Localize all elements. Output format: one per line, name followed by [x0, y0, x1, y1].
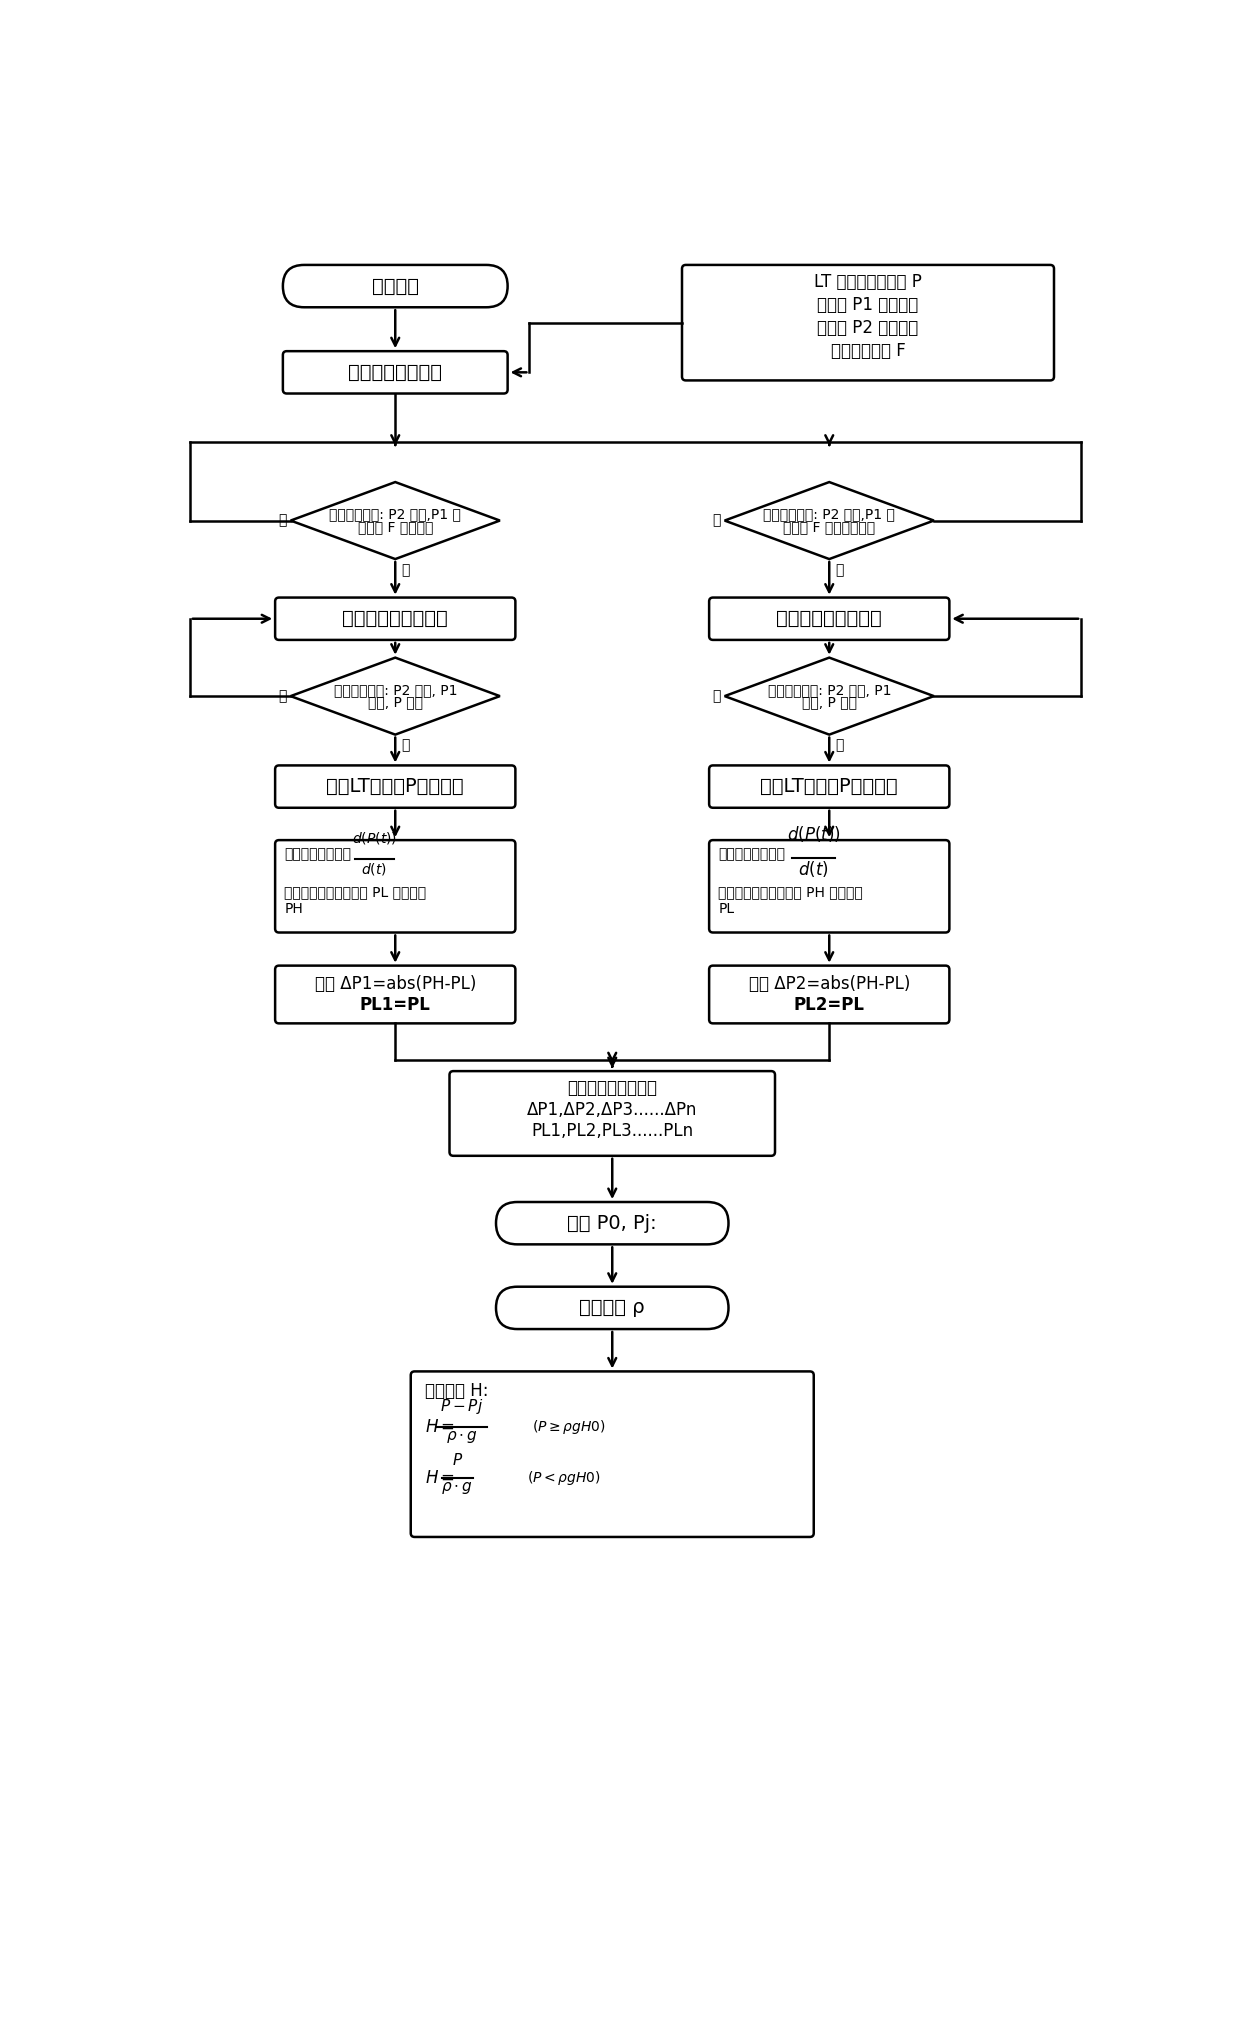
FancyBboxPatch shape: [709, 765, 950, 807]
Text: 捕捉压力跳动过程: 捕捉压力跳动过程: [284, 848, 351, 862]
FancyBboxPatch shape: [682, 266, 1054, 381]
Text: 记录LT测量值P变化曲线: 记录LT测量值P变化曲线: [760, 777, 898, 797]
Text: 储槽液位上升段测试: 储槽液位上升段测试: [342, 608, 448, 629]
FancyBboxPatch shape: [496, 1286, 729, 1328]
FancyBboxPatch shape: [709, 965, 950, 1024]
FancyBboxPatch shape: [283, 266, 507, 308]
Text: $(P<\rho gH0)$: $(P<\rho gH0)$: [527, 1468, 601, 1487]
Text: $d(P(t))$: $d(P(t))$: [352, 829, 397, 846]
Text: 液位下降条件: P2 打开,P1 关: 液位下降条件: P2 打开,P1 关: [764, 507, 895, 521]
Text: PH: PH: [284, 902, 303, 917]
Polygon shape: [290, 483, 500, 560]
Text: $\rho \cdot g$: $\rho \cdot g$: [441, 1480, 472, 1497]
Text: 否: 否: [712, 690, 720, 704]
Text: 出口流量计量 F: 出口流量计量 F: [831, 343, 905, 361]
FancyBboxPatch shape: [709, 598, 950, 641]
Text: 打开, P 增大: 打开, P 增大: [368, 696, 423, 710]
Text: 计算发生阶跃的起始点 PH 和结束点: 计算发生阶跃的起始点 PH 和结束点: [718, 886, 863, 900]
Text: 计算 ΔP2=abs(PH-PL): 计算 ΔP2=abs(PH-PL): [749, 975, 910, 994]
Text: $d(P(t))$: $d(P(t))$: [787, 823, 841, 844]
Text: 是: 是: [836, 564, 844, 576]
Text: PL: PL: [718, 902, 734, 917]
FancyBboxPatch shape: [709, 840, 950, 933]
Text: PL1,PL2,PL3......PLn: PL1,PL2,PL3......PLn: [531, 1121, 693, 1140]
Text: $H=$: $H=$: [424, 1418, 455, 1436]
Text: PL2=PL: PL2=PL: [794, 996, 864, 1014]
Text: 计算密度 ρ: 计算密度 ρ: [579, 1298, 645, 1318]
FancyBboxPatch shape: [283, 351, 507, 393]
Text: $d(t)$: $d(t)$: [361, 862, 387, 876]
Text: 是: 是: [402, 564, 410, 576]
Polygon shape: [724, 483, 934, 560]
Text: $(P\geq\rho gH0)$: $(P\geq\rho gH0)$: [532, 1418, 605, 1436]
Text: 计算开始: 计算开始: [372, 276, 419, 296]
Text: 计算液位 H:: 计算液位 H:: [424, 1381, 489, 1399]
Text: 液位下降条件: P2 打开, P1: 液位下降条件: P2 打开, P1: [768, 683, 892, 698]
FancyBboxPatch shape: [496, 1203, 729, 1245]
Text: 液位上升条件: P2 关闭,P1 打: 液位上升条件: P2 关闭,P1 打: [330, 507, 461, 521]
Text: 否: 否: [278, 513, 286, 527]
Text: 计算 ΔP1=abs(PH-PL): 计算 ΔP1=abs(PH-PL): [315, 975, 476, 994]
Text: LT 压力变送器压力 P: LT 压力变送器压力 P: [815, 274, 921, 290]
Text: 是: 是: [402, 738, 410, 752]
Text: 开并且 F 接近为零: 开并且 F 接近为零: [357, 519, 433, 533]
Text: 重复上述计算得出：: 重复上述计算得出：: [567, 1079, 657, 1097]
Text: 否: 否: [278, 690, 286, 704]
Text: 捕捉压力跳动过程: 捕捉压力跳动过程: [718, 848, 785, 862]
Text: $d(t)$: $d(t)$: [799, 860, 830, 880]
Text: 闭并且 F 大于一定数值: 闭并且 F 大于一定数值: [784, 519, 875, 533]
Text: 进料泵 P1 工作状态: 进料泵 P1 工作状态: [817, 296, 919, 314]
FancyBboxPatch shape: [449, 1071, 775, 1156]
FancyBboxPatch shape: [410, 1371, 813, 1537]
FancyBboxPatch shape: [275, 765, 516, 807]
Text: 计算 P0, Pj:: 计算 P0, Pj:: [568, 1213, 657, 1233]
Text: 控制系统数据采集: 控制系统数据采集: [348, 363, 443, 381]
FancyBboxPatch shape: [275, 598, 516, 641]
Text: PL1=PL: PL1=PL: [360, 996, 430, 1014]
Polygon shape: [724, 657, 934, 734]
Polygon shape: [290, 657, 500, 734]
Text: $P-Pj$: $P-Pj$: [440, 1397, 484, 1416]
Text: 记录LT测量值P变化曲线: 记录LT测量值P变化曲线: [326, 777, 464, 797]
Text: $P$: $P$: [451, 1452, 463, 1468]
Text: 否: 否: [712, 513, 720, 527]
FancyBboxPatch shape: [275, 965, 516, 1024]
Text: 储槽液位下降段测试: 储槽液位下降段测试: [776, 608, 882, 629]
Text: $\rho \cdot g$: $\rho \cdot g$: [446, 1430, 477, 1446]
Text: 计算发生阶跃的起始点 PL 和结束点: 计算发生阶跃的起始点 PL 和结束点: [284, 886, 427, 900]
Text: ΔP1,ΔP2,ΔP3......ΔPn: ΔP1,ΔP2,ΔP3......ΔPn: [527, 1101, 697, 1119]
Text: 关闭, P 减少: 关闭, P 减少: [802, 696, 857, 710]
Text: $H=$: $H=$: [424, 1468, 455, 1487]
FancyBboxPatch shape: [275, 840, 516, 933]
Text: 是: 是: [836, 738, 844, 752]
Text: 放料泵 P2 工作状态: 放料泵 P2 工作状态: [817, 318, 919, 337]
Text: 液位上升条件: P2 关闭, P1: 液位上升条件: P2 关闭, P1: [334, 683, 458, 698]
